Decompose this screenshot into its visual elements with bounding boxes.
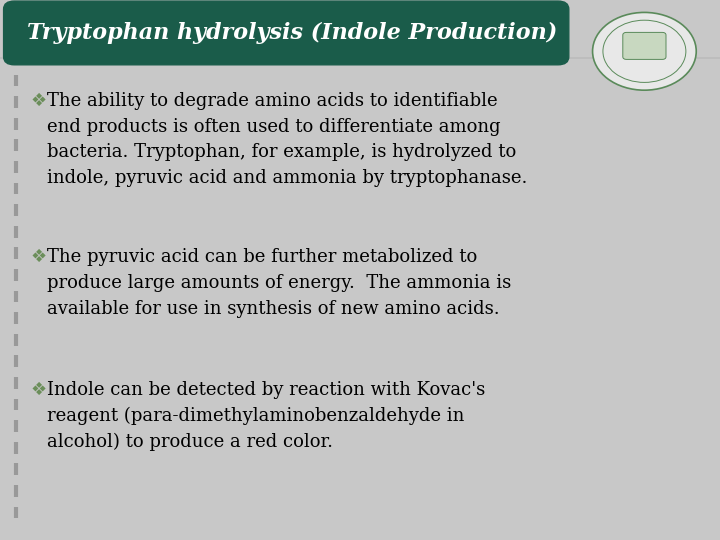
Text: The pyruvic acid can be further metabolized to
produce large amounts of energy. : The pyruvic acid can be further metaboli…: [47, 248, 511, 318]
Circle shape: [593, 12, 696, 90]
Text: ❖: ❖: [30, 248, 46, 266]
Text: ❖: ❖: [30, 92, 46, 110]
FancyBboxPatch shape: [4, 1, 569, 65]
Text: Indole can be detected by reaction with Kovac's
reagent (para-dimethylaminobenza: Indole can be detected by reaction with …: [47, 381, 485, 451]
FancyBboxPatch shape: [623, 32, 666, 59]
Text: The ability to degrade amino acids to identifiable
end products is often used to: The ability to degrade amino acids to id…: [47, 92, 527, 187]
Text: Tryptophan hydrolysis (Indole Production): Tryptophan hydrolysis (Indole Production…: [27, 22, 557, 44]
Text: ❖: ❖: [30, 381, 46, 399]
